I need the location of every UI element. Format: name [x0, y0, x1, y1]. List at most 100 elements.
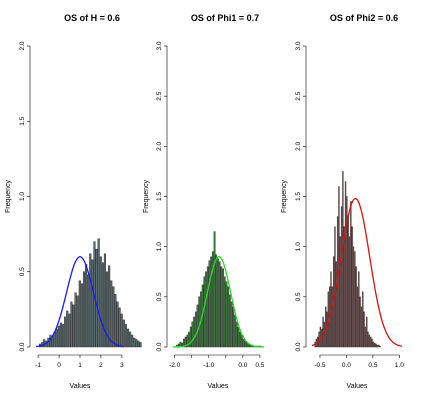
histogram-bar	[356, 286, 359, 348]
y-tick-label: 0.0	[19, 342, 26, 351]
histogram-bar	[191, 321, 194, 348]
histogram-bar	[95, 248, 98, 348]
x-tick-label: 0	[57, 362, 61, 369]
chart-title: OS of Phi1 = 0.7	[191, 13, 259, 23]
histogram-bar	[68, 313, 71, 348]
histogram-bar	[89, 253, 92, 348]
histogram-bar	[198, 296, 201, 348]
histogram-bar	[213, 231, 216, 348]
histogram-bar	[374, 342, 376, 348]
histogram-bar	[137, 340, 140, 348]
y-tick-label: 3.0	[295, 41, 302, 50]
x-tick-label: 3	[120, 362, 124, 369]
histogram-bar	[129, 331, 132, 348]
histogram-bar	[218, 261, 221, 348]
histogram-bar	[188, 331, 190, 348]
histogram-bar	[377, 344, 380, 348]
x-tick-label: -1	[35, 362, 41, 369]
histogram-bar	[131, 334, 134, 348]
y-tick-label: 2.0	[156, 141, 163, 150]
y-tick-label: 0.0	[295, 342, 302, 351]
y-axis-label: Frequency	[281, 179, 288, 213]
histogram-bar	[340, 206, 343, 348]
histogram-bar	[354, 251, 356, 348]
histogram-bar	[364, 326, 367, 348]
histogram-bar	[51, 336, 54, 348]
density-curve	[311, 197, 403, 347]
histogram-bar	[66, 310, 69, 348]
histogram-bar	[133, 337, 136, 348]
y-axis-label: Frequency	[5, 179, 12, 213]
y-tick-label: 0.0	[156, 342, 163, 351]
histogram-bar	[352, 246, 355, 348]
histogram-bar	[350, 201, 352, 348]
histogram-bar	[82, 271, 86, 348]
x-axis-label: Values	[347, 383, 368, 390]
histogram-bar	[375, 343, 377, 348]
histogram-bar	[122, 319, 125, 348]
histogram-bar	[343, 226, 345, 348]
histogram-bar	[363, 311, 365, 348]
density-curve	[172, 256, 265, 348]
histogram-bar	[194, 311, 197, 348]
histogram-bar	[55, 328, 58, 348]
density-curve	[35, 256, 125, 348]
histogram-bar	[355, 266, 357, 348]
histogram-bar	[64, 316, 67, 348]
y-tick-label: 1.5	[19, 116, 26, 125]
histogram-bar	[371, 338, 373, 348]
histogram-bar	[49, 334, 52, 348]
histogram-bar	[344, 181, 347, 348]
histogram-bar	[235, 321, 238, 348]
y-tick-label: 2.5	[156, 91, 163, 100]
histogram-bar	[326, 311, 328, 348]
y-tick-label: 2.0	[19, 41, 26, 50]
histogram-bar	[114, 294, 117, 348]
histogram-bar	[74, 292, 77, 348]
x-axis-label: Values	[70, 383, 91, 390]
x-tick-label: 0.0	[342, 362, 351, 369]
histogram-bar	[322, 316, 324, 348]
histogram-bar	[208, 260, 211, 348]
y-tick-label: 2.5	[295, 91, 302, 100]
histogram-bar	[346, 196, 348, 348]
histogram-bar	[80, 283, 83, 348]
histogram-bar	[220, 266, 223, 348]
x-tick-label: 2	[99, 362, 103, 369]
histogram-bar	[139, 342, 142, 348]
y-tick-label: 0.5	[295, 292, 302, 301]
histogram-bar	[43, 339, 46, 348]
histogram-bar	[237, 326, 240, 348]
histogram-bar	[370, 336, 372, 348]
chart-title: OS of H = 0.6	[64, 13, 120, 23]
chart-title: OS of Phi2 = 0.6	[330, 13, 398, 23]
y-tick-label: 1.0	[19, 192, 26, 201]
histogram-bar	[325, 306, 327, 348]
histogram-bar	[118, 307, 121, 348]
histogram-bar	[234, 314, 236, 348]
y-tick-label: 3.0	[156, 41, 163, 50]
histogram-bar	[227, 286, 230, 348]
histogram-bar	[108, 265, 111, 348]
histogram-bar	[135, 339, 138, 348]
histogram-bar	[225, 281, 228, 348]
histogram-bar	[334, 226, 336, 348]
histogram-bar	[61, 324, 65, 348]
x-tick-label: 1.0	[395, 362, 404, 369]
histogram-bar	[99, 256, 102, 348]
histogram-bar	[222, 268, 224, 348]
histogram-bar	[217, 258, 219, 348]
histogram-bar	[368, 334, 371, 348]
y-tick-label: 1.5	[295, 192, 302, 201]
histogram-bar	[110, 280, 113, 348]
histogram-bar	[339, 236, 341, 348]
histogram-bar	[124, 324, 127, 348]
histogram-bar	[239, 331, 241, 348]
histogram-panel-phi2: OS of Phi2 = 0.6 0.0 0.5 1.0 1.5 2.0 2.5 3.0 Fre…	[281, 13, 404, 390]
histogram-bar	[215, 254, 218, 348]
histogram-panel-h: OS of H = 0.6 0.0 0.5 1.0 1.5 2.0 Frequency -1 0…	[5, 13, 142, 390]
histogram-bar	[318, 331, 320, 348]
x-tick-label: 0.5	[255, 362, 264, 369]
histogram-bar	[366, 316, 368, 348]
x-tick-label: 0.5	[368, 362, 377, 369]
